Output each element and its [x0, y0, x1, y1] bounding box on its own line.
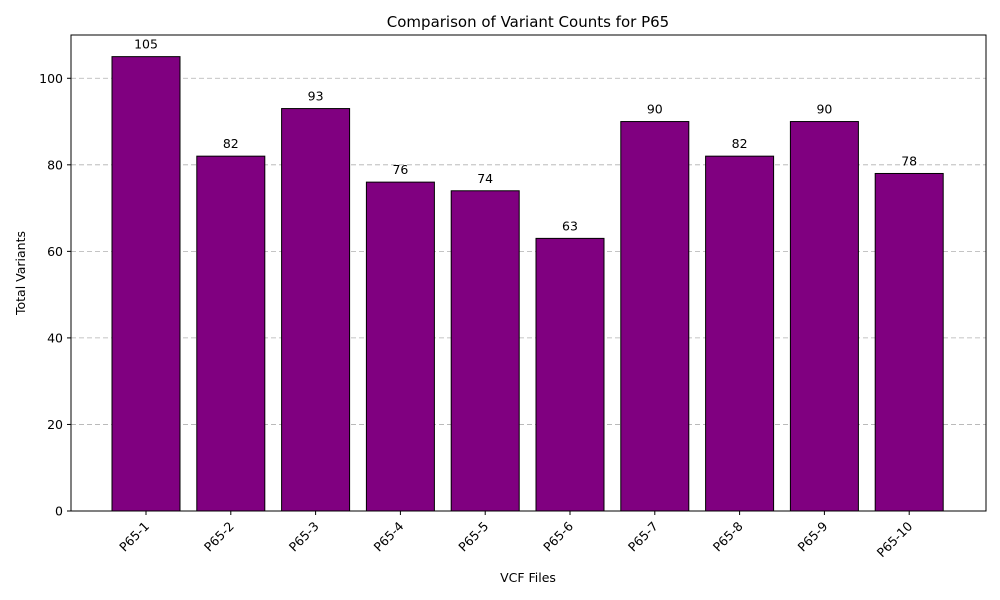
plot-frame — [70, 34, 987, 512]
data-labels-group: 105 82 93 76 74 63 90 82 90 78 — [134, 37, 917, 234]
y-tick-label: 0 — [55, 504, 63, 519]
data-label-P65-10: 78 — [901, 153, 917, 168]
x-tick-label-P65-4: P65-4 — [371, 518, 407, 554]
data-label-P65-7: 90 — [647, 102, 663, 117]
x-tick-label-P65-9: P65-9 — [795, 518, 831, 554]
data-label-P65-8: 82 — [732, 136, 748, 151]
x-tick-label-P65-8: P65-8 — [710, 518, 746, 554]
y-tick-label: 60 — [47, 244, 63, 259]
bar-P65-4 — [365, 181, 435, 512]
y-axis: 0 20 40 60 80 100 — [39, 71, 71, 519]
x-axis: P65-1 P65-2 P65-3 P65-4 P65-5 P65-6 P65-7 P65-8… — [116, 511, 915, 560]
x-tick-label-P65-5: P65-5 — [455, 519, 491, 555]
x-tick-label-P65-10: P65-10 — [874, 518, 916, 560]
bar-P65-7 — [620, 121, 690, 512]
data-label-P65-5: 74 — [477, 171, 493, 186]
y-tick-label: 20 — [47, 417, 63, 432]
data-label-P65-3: 93 — [308, 89, 324, 104]
y-axis-label: Total Variants — [13, 231, 28, 316]
chart-title: Comparison of Variant Counts for P65 — [387, 13, 669, 31]
y-tick-label: 100 — [39, 71, 63, 86]
bars-group — [111, 56, 944, 512]
bar-P65-8 — [705, 155, 775, 512]
x-tick-label-P65-3: P65-3 — [286, 519, 322, 555]
x-tick-label-P65-1: P65-1 — [116, 519, 152, 555]
x-axis-label: VCF Files — [500, 570, 556, 585]
bar-P65-1 — [111, 56, 181, 512]
data-label-P65-1: 105 — [134, 37, 158, 52]
data-label-P65-2: 82 — [223, 136, 239, 151]
data-label-P65-6: 63 — [562, 218, 578, 233]
y-tick-label: 80 — [47, 157, 63, 172]
x-tick-label-P65-7: P65-7 — [625, 519, 661, 555]
bar-P65-10 — [874, 172, 944, 512]
data-label-P65-9: 90 — [816, 102, 832, 117]
bar-P65-2 — [196, 155, 266, 512]
bar-P65-6 — [535, 237, 605, 512]
data-label-P65-4: 76 — [392, 162, 408, 177]
bar-P65-5 — [450, 190, 520, 512]
bar-P65-9 — [789, 121, 859, 512]
x-tick-label-P65-2: P65-2 — [201, 519, 237, 555]
bar-P65-3 — [281, 108, 351, 512]
y-tick-label: 40 — [47, 330, 63, 345]
x-tick-label-P65-6: P65-6 — [540, 518, 576, 554]
